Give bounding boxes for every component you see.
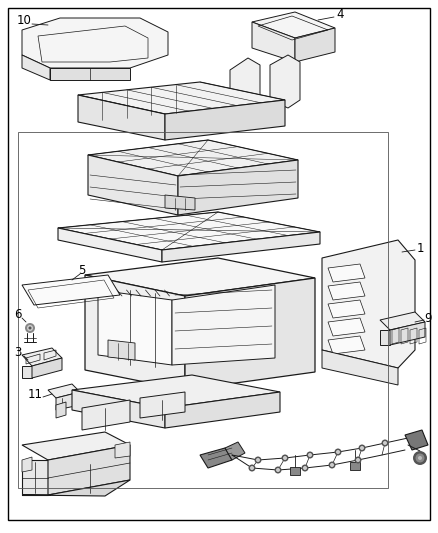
Polygon shape (322, 240, 415, 368)
Polygon shape (380, 312, 425, 330)
Polygon shape (22, 457, 32, 472)
Text: 10: 10 (17, 13, 32, 27)
Circle shape (413, 451, 427, 465)
Polygon shape (58, 212, 320, 250)
Polygon shape (98, 290, 172, 365)
Polygon shape (172, 285, 275, 365)
Circle shape (91, 410, 93, 414)
Circle shape (358, 445, 365, 451)
Polygon shape (322, 350, 398, 385)
Polygon shape (78, 82, 285, 114)
Polygon shape (230, 58, 260, 108)
Polygon shape (22, 18, 168, 68)
Polygon shape (22, 366, 32, 378)
Polygon shape (22, 55, 50, 80)
Polygon shape (178, 160, 298, 215)
Polygon shape (328, 282, 365, 300)
Circle shape (307, 451, 314, 458)
Polygon shape (85, 275, 185, 390)
Circle shape (328, 462, 336, 469)
Text: 9: 9 (424, 311, 432, 325)
Circle shape (275, 466, 282, 473)
Circle shape (276, 468, 280, 472)
Polygon shape (185, 278, 315, 390)
Polygon shape (56, 402, 66, 418)
Text: 4: 4 (336, 9, 344, 21)
Polygon shape (140, 392, 185, 418)
Polygon shape (50, 68, 130, 80)
Circle shape (254, 456, 261, 464)
Polygon shape (108, 340, 135, 360)
Circle shape (418, 456, 422, 460)
Polygon shape (82, 400, 130, 430)
Polygon shape (56, 392, 80, 410)
Polygon shape (290, 467, 300, 475)
Circle shape (256, 458, 260, 462)
Circle shape (25, 323, 35, 333)
Circle shape (303, 466, 307, 470)
Text: 3: 3 (14, 346, 22, 359)
Text: 6: 6 (14, 309, 22, 321)
Polygon shape (165, 195, 195, 210)
Polygon shape (252, 22, 295, 62)
Polygon shape (328, 336, 365, 354)
Polygon shape (225, 442, 245, 460)
Polygon shape (88, 140, 298, 176)
Circle shape (282, 455, 289, 462)
Polygon shape (295, 28, 335, 62)
Polygon shape (48, 445, 130, 495)
Polygon shape (115, 442, 130, 458)
Polygon shape (380, 330, 390, 345)
Polygon shape (328, 318, 365, 336)
Polygon shape (85, 258, 315, 296)
Circle shape (356, 458, 360, 462)
Polygon shape (252, 12, 335, 38)
Polygon shape (328, 264, 365, 282)
Circle shape (248, 464, 255, 472)
Polygon shape (22, 480, 130, 496)
Circle shape (381, 440, 389, 447)
Polygon shape (165, 392, 280, 428)
Polygon shape (88, 155, 178, 215)
Polygon shape (22, 275, 120, 305)
Polygon shape (22, 432, 130, 460)
Circle shape (336, 450, 340, 454)
Polygon shape (405, 430, 428, 450)
Polygon shape (162, 232, 320, 262)
Polygon shape (328, 300, 365, 318)
Polygon shape (32, 358, 62, 378)
Circle shape (283, 456, 287, 460)
Polygon shape (48, 384, 80, 398)
Polygon shape (72, 390, 165, 428)
Circle shape (28, 327, 32, 329)
Circle shape (308, 453, 312, 457)
Polygon shape (270, 55, 300, 108)
Polygon shape (72, 375, 280, 408)
Text: 5: 5 (78, 263, 86, 277)
Circle shape (250, 466, 254, 470)
Circle shape (360, 446, 364, 450)
Circle shape (301, 464, 308, 472)
Text: 1: 1 (416, 241, 424, 254)
Circle shape (354, 456, 361, 464)
Polygon shape (165, 100, 285, 140)
Circle shape (416, 454, 424, 463)
Circle shape (146, 402, 149, 406)
Polygon shape (58, 228, 162, 262)
Circle shape (27, 325, 33, 331)
Circle shape (170, 407, 173, 409)
Circle shape (335, 448, 342, 456)
Polygon shape (78, 95, 165, 140)
Polygon shape (22, 460, 48, 495)
Circle shape (117, 405, 120, 408)
Polygon shape (22, 348, 62, 366)
Polygon shape (390, 322, 425, 345)
Circle shape (330, 463, 334, 467)
Polygon shape (200, 448, 232, 468)
Text: 11: 11 (28, 389, 42, 401)
Polygon shape (350, 462, 360, 470)
Circle shape (383, 441, 387, 445)
